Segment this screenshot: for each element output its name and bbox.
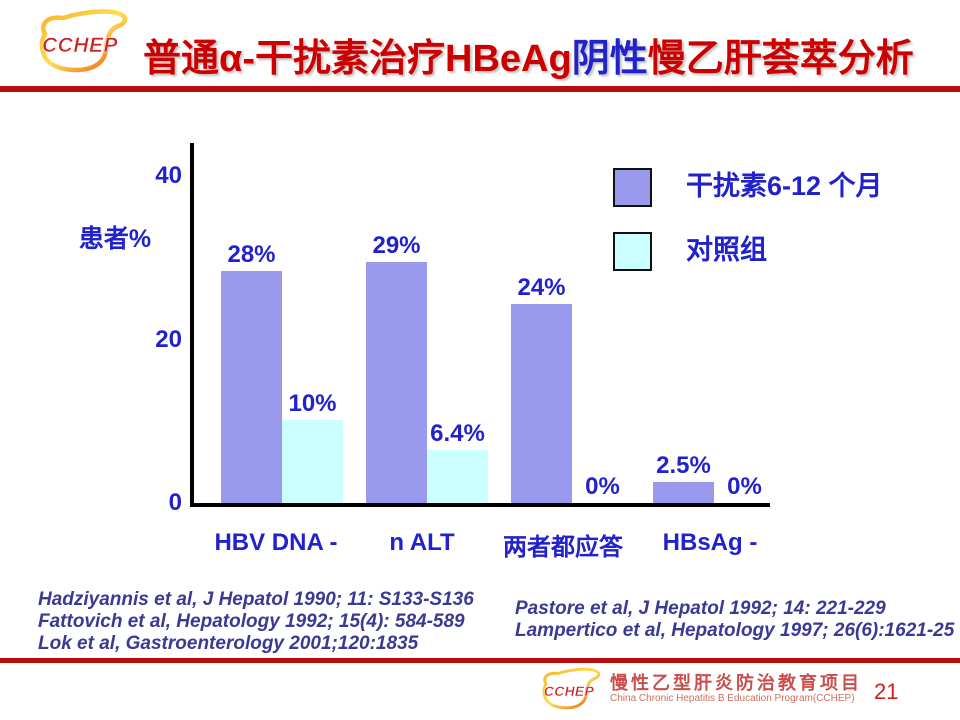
header-divider — [0, 86, 960, 92]
bar-value-label: 6.4% — [430, 420, 485, 447]
reference-line: Fattovich et al, Hepatology 1992; 15(4):… — [38, 611, 465, 632]
x-category-n-alt: n ALT — [389, 529, 455, 556]
bar-control-1 — [427, 450, 488, 503]
bar-value-label: 0% — [585, 473, 620, 500]
reference-line: Hadziyannis et al, J Hepatol 1990; 11: S… — [38, 589, 474, 610]
y-axis-title: 患者% — [78, 225, 152, 253]
page-number: 21 — [874, 679, 899, 704]
legend-swatch-treatment — [613, 168, 652, 207]
bar-value-label: 2.5% — [656, 452, 711, 479]
bar-value-label: 10% — [288, 390, 337, 417]
reference-line: Lok et al, Gastroenterology 2001;120:183… — [38, 633, 419, 654]
bar-value-label: 28% — [227, 241, 276, 268]
bar-value-label: 24% — [517, 274, 566, 301]
legend-label-treatment: 干扰素6-12 个月 — [686, 171, 883, 201]
logo-text: CCHEP — [544, 683, 595, 699]
legend-swatch-control — [613, 232, 652, 271]
legend-label-control: 对照组 — [686, 235, 767, 265]
bar-control-0 — [282, 420, 343, 503]
title-segment-blue: 阴性 — [571, 38, 648, 80]
bar-value-label: 29% — [372, 232, 421, 259]
reference-line: Lampertico et al, Hepatology 1997; 26(6)… — [515, 620, 955, 641]
y-tick-20: 20 — [155, 326, 182, 353]
cchep-footer-logo-icon: CCHEP — [542, 667, 601, 710]
liver-outline-icon — [542, 667, 601, 710]
y-tick-0: 0 — [168, 489, 182, 516]
bar-treatment-0 — [221, 271, 282, 503]
cchep-logo-icon: CCHEP — [39, 9, 128, 73]
x-axis — [190, 503, 770, 507]
bar-treatment-2 — [511, 304, 572, 503]
x-category-hbv-dna: HBV DNA - — [214, 529, 338, 556]
bar-treatment-3 — [653, 482, 714, 503]
bar-value-label: 0% — [727, 473, 762, 500]
reference-line: Pastore et al, J Hepatol 1992; 14: 221-2… — [515, 598, 886, 619]
page-title: 普通α-干扰素治疗HBeAg阴性慢乙肝荟萃分析 — [143, 27, 943, 82]
x-category-hbsag: HBsAg - — [662, 529, 758, 556]
references-right: Pastore et al, J Hepatol 1992; 14: 221-2… — [515, 598, 954, 642]
y-tick-40: 40 — [155, 162, 182, 189]
logo-text: CCHEP — [42, 34, 119, 57]
footer-divider — [0, 658, 960, 663]
x-category-both-response: 两者都应答 — [503, 534, 623, 561]
program-name-chinese: 慢性乙型肝炎防治教育项目 — [610, 673, 862, 693]
title-segment-red1: 普通α-干扰素治疗HBeAg — [143, 38, 572, 80]
references-left: Hadziyannis et al, J Hepatol 1990; 11: S… — [38, 589, 474, 655]
y-axis — [190, 143, 194, 505]
title-segment-red2: 慢乙肝荟萃分析 — [647, 38, 914, 80]
liver-outline-icon — [39, 9, 128, 73]
program-name-english: China Chronic Hepatitis B Education Prog… — [610, 693, 855, 704]
bar-treatment-1 — [366, 262, 427, 503]
